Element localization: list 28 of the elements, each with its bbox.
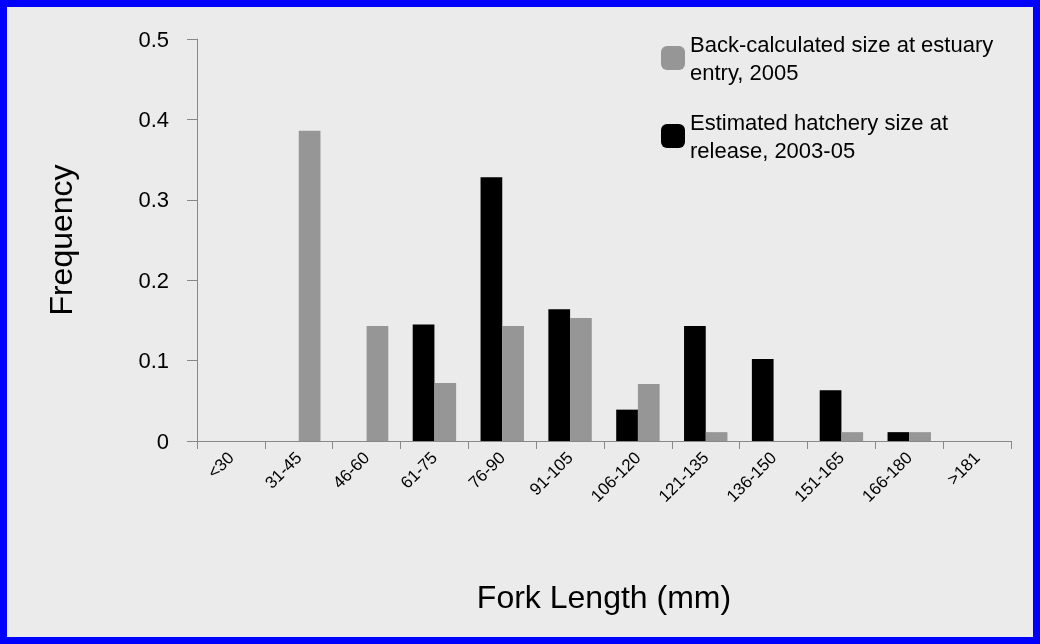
legend-label: Back-calculated size at estuary entry, 2005 [690,31,1000,85]
bar [841,432,864,441]
x-axis-title: Fork Length (mm) [476,579,732,615]
y-tick-label: 0.3 [138,187,169,213]
y-tick-label: 0.2 [138,267,169,293]
bar [366,326,389,441]
bar [819,390,842,441]
y-tick-label: 0 [156,428,169,454]
bar [705,432,728,441]
bar [298,130,321,441]
bar [909,432,931,441]
bar [684,326,706,441]
bar [412,324,435,441]
bar [480,177,503,441]
y-tick-label: 0.5 [138,26,169,52]
bar [637,383,660,441]
bar [616,409,638,441]
bar [887,432,910,441]
bar [548,309,571,441]
y-tick-label: 0.4 [138,106,169,132]
y-axis-title: Frequency [43,164,79,316]
bar [570,317,592,441]
bar [434,383,457,441]
bar [751,358,774,441]
bar [502,326,524,441]
x-tick-label: <30 [203,448,238,483]
y-tick-label: 0.1 [138,348,169,374]
legend-label: Estimated hatchery size at release, 2003-05 [690,109,955,163]
